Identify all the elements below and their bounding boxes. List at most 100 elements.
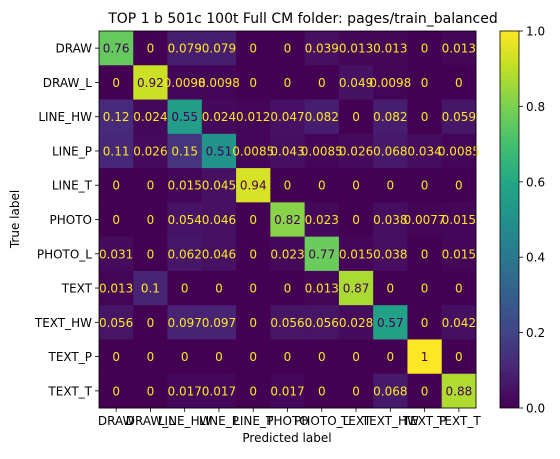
heatmap-cell — [133, 99, 168, 135]
y-tick-label: LINE_HW — [38, 110, 92, 124]
cell-value-label: 0 — [386, 282, 394, 296]
cell-value-label: 0 — [455, 179, 463, 193]
heatmap-cell — [407, 202, 443, 238]
heatmap-cell — [236, 133, 271, 169]
cell-value-label: 0.0098 — [164, 76, 206, 90]
cell-value-label: 0 — [181, 282, 189, 296]
heatmap-cell — [270, 373, 306, 409]
heatmap-cell — [167, 202, 203, 238]
cell-value-label: 0.046 — [202, 213, 236, 227]
heatmap-cell — [133, 236, 168, 272]
cell-value-label: 0.013 — [339, 42, 373, 56]
y-tick-label: TEXT — [61, 282, 93, 296]
heatmap-cell — [133, 373, 168, 409]
cell-value-label: 0.043 — [270, 144, 304, 158]
x-tick-label: LINE_HW — [158, 414, 212, 428]
x-tick-label: LINE_P — [199, 414, 239, 428]
heatmap-cells — [99, 31, 477, 409]
colorbar-ticks: 0.0 0.2 0.4 0.6 0.8 1.0 — [519, 25, 545, 416]
cell-value-label: 0 — [249, 42, 257, 56]
cell-value-label: 1 — [421, 350, 429, 364]
heatmap-cell — [201, 236, 237, 272]
cell-value-label: 0.042 — [442, 316, 476, 330]
cell-value-label: 0.039 — [305, 42, 339, 56]
heatmap-cell — [167, 168, 203, 203]
cell-value-label: 0 — [249, 350, 257, 364]
heatmap-cell — [270, 65, 306, 100]
heatmap-cell — [304, 133, 340, 169]
y-tick-label: PHOTO — [50, 213, 92, 227]
cell-value-label: 0 — [421, 384, 429, 398]
heatmap-cell — [407, 236, 443, 272]
heatmap-cell — [236, 31, 271, 66]
cell-value-label: 0 — [421, 282, 429, 296]
heatmap-cell — [236, 202, 271, 238]
cell-value-label: 0 — [112, 350, 120, 364]
cell-value-label: 0.015 — [339, 247, 373, 261]
cell-value-label: 0 — [112, 384, 120, 398]
heatmap-cell — [338, 202, 374, 238]
heatmap-cell — [201, 168, 237, 203]
cell-value-label: 0 — [112, 179, 120, 193]
heatmap-cell — [99, 339, 134, 375]
heatmap-cell — [407, 270, 443, 306]
heatmap-cell — [270, 31, 306, 66]
heatmap-cell — [304, 236, 340, 272]
cell-value-label: 0.017 — [168, 384, 202, 398]
heatmap-cell — [99, 133, 134, 169]
cell-value-label: 0.82 — [274, 213, 301, 227]
heatmap-cell — [373, 270, 408, 306]
y-tick-label: TEXT_P — [48, 350, 93, 364]
cell-value-label: 0 — [386, 350, 394, 364]
cell-value-label: 0 — [147, 213, 155, 227]
heatmap-cell — [133, 31, 168, 66]
cell-value-label: 0.0085 — [232, 144, 274, 158]
heatmap-cell — [167, 65, 203, 100]
cell-value-label: 0 — [386, 179, 394, 193]
cell-value-label: 0.94 — [240, 179, 267, 193]
heatmap-cell — [338, 31, 374, 66]
heatmap-cell — [201, 99, 237, 135]
heatmap-cell — [236, 99, 271, 135]
cell-value-label: 0.87 — [343, 282, 370, 296]
heatmap-cell — [99, 31, 134, 66]
cell-value-label: 0.92 — [137, 76, 164, 90]
heatmap-cell — [441, 305, 477, 340]
cell-value-label: 0 — [421, 247, 429, 261]
cell-value-label: 0 — [147, 42, 155, 56]
heatmap-cell — [304, 99, 340, 135]
cell-value-label: 0.056 — [99, 316, 133, 330]
cell-value-label: 0 — [249, 213, 257, 227]
heatmap-cell — [304, 373, 340, 409]
cell-value-label: 0.024 — [133, 110, 167, 124]
heatmap-cell — [373, 373, 408, 409]
heatmap-cell — [201, 339, 237, 375]
cell-value-label: 0 — [352, 350, 360, 364]
heatmap-cell — [304, 270, 340, 306]
cell-value-label: 0.013 — [442, 42, 476, 56]
cell-value-label: 0.047 — [270, 110, 304, 124]
heatmap-cell — [167, 373, 203, 409]
cell-value-label: 0 — [249, 282, 257, 296]
cell-value-label: 0 — [147, 179, 155, 193]
heatmap-cell — [167, 133, 203, 169]
heatmap-cell — [441, 133, 477, 169]
heatmap-cell — [201, 65, 237, 100]
heatmap-cell — [338, 99, 374, 135]
heatmap-cell — [236, 270, 271, 306]
heatmap-cell — [304, 168, 340, 203]
cell-value-label: 0 — [318, 179, 326, 193]
cell-value-label: 0 — [318, 384, 326, 398]
x-tick-label: TEXT — [340, 414, 372, 428]
x-axis: DRAWDRAW_LLINE_HWLINE_PLINE_TPHOTOPHOTO_… — [98, 408, 481, 428]
y-tick-label: PHOTO_L — [37, 247, 92, 261]
cell-value-label: 0.082 — [305, 110, 339, 124]
heatmap-cell — [133, 168, 168, 203]
cell-value-label: 0.082 — [373, 110, 407, 124]
cell-value-label: 0.028 — [339, 316, 373, 330]
colorbar-tick-label: 0.2 — [526, 326, 545, 340]
heatmap-cell — [338, 65, 374, 100]
heatmap-cell — [236, 305, 271, 340]
